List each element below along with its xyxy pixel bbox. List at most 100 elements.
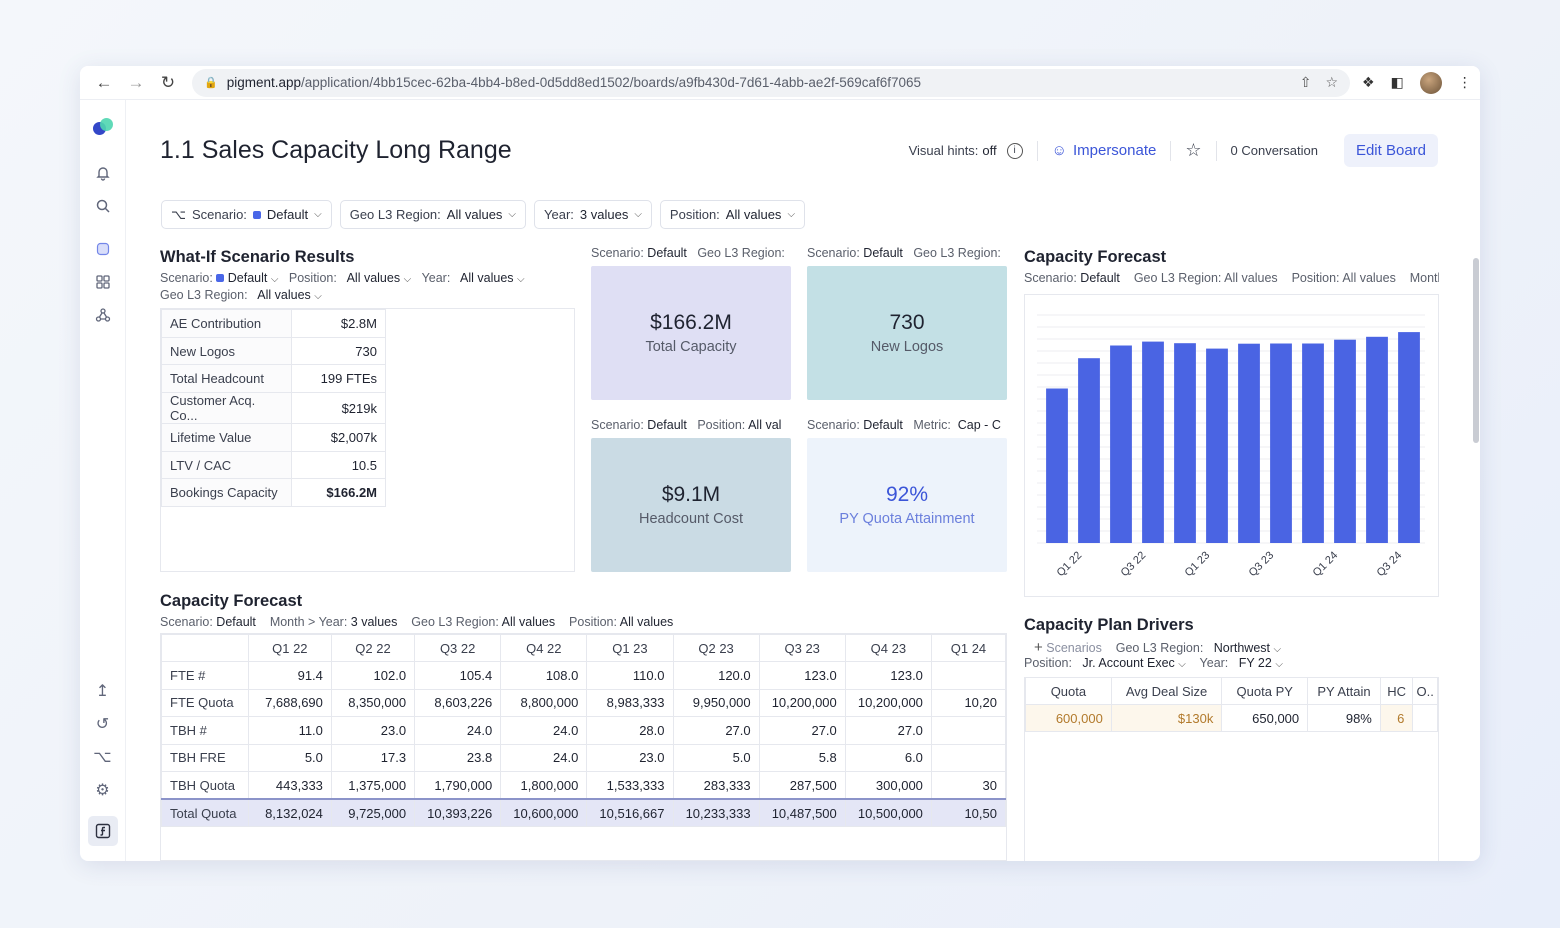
grid-cell[interactable]: 10,200,000 — [844, 688, 932, 717]
grid-cell[interactable]: 9,725,000 — [330, 798, 416, 827]
column-header[interactable]: Q1 22 — [247, 634, 332, 662]
hierarchy-icon[interactable] — [90, 302, 116, 328]
grid-cell[interactable]: 287,500 — [758, 771, 846, 800]
grid-cell[interactable]: 91.4 — [247, 661, 332, 690]
grid-cell[interactable]: 110.0 — [586, 661, 674, 690]
position-value[interactable]: All values — [346, 271, 401, 285]
row-header[interactable]: TBH FRE — [161, 743, 249, 772]
grid-cell[interactable]: 8,350,000 — [330, 688, 416, 717]
column-header[interactable]: HC — [1379, 677, 1414, 705]
kpi-headcount-cost[interactable]: $9.1M Headcount Cost — [591, 438, 791, 572]
table-row[interactable]: Customer Acq. Co... $219k — [161, 392, 386, 425]
grid-cell[interactable]: 10,50 — [930, 798, 1006, 827]
bar-q1-23[interactable] — [1174, 343, 1196, 543]
profile-avatar[interactable] — [1419, 71, 1442, 94]
grid-cell[interactable]: 123.0 — [844, 661, 932, 690]
edit-board-button[interactable]: Edit Board — [1343, 134, 1438, 167]
year-value[interactable]: All values — [460, 271, 514, 285]
column-header[interactable]: Quota PY — [1221, 677, 1309, 705]
hc-cell[interactable]: 6 — [1379, 704, 1414, 732]
scenario-branch-icon[interactable]: ⌥ — [93, 749, 112, 766]
table-row[interactable]: Lifetime Value $2,007k — [161, 423, 386, 452]
row-header[interactable]: FTE Quota — [161, 688, 249, 717]
row-header[interactable]: TBH Quota — [161, 771, 249, 800]
share-icon[interactable]: ⇧ — [1299, 74, 1312, 90]
column-header[interactable]: Q4 22 — [500, 634, 588, 662]
pigment-logo-icon[interactable] — [92, 118, 113, 138]
bar-q4-22[interactable] — [1142, 341, 1164, 543]
bar-q3-23[interactable] — [1238, 343, 1260, 543]
grid-cell[interactable]: 10,500,000 — [844, 798, 932, 827]
column-header[interactable]: Avg Deal Size — [1110, 677, 1223, 705]
forward-icon[interactable]: → — [127, 72, 145, 92]
browser-menu-icon[interactable]: ⋮ — [1457, 74, 1472, 90]
grid-cell[interactable]: 23.8 — [414, 743, 502, 772]
bar-q3-22[interactable] — [1110, 345, 1132, 544]
formula-icon[interactable] — [87, 816, 118, 846]
grid-cell[interactable]: 7,688,690 — [247, 688, 332, 717]
scrollbar-thumb[interactable] — [1473, 258, 1479, 443]
bar-q4-24[interactable] — [1398, 332, 1420, 543]
chevron-down-icon[interactable]: ⌵ — [403, 274, 412, 285]
apps-grid-icon[interactable] — [90, 269, 116, 295]
grid-cell[interactable]: 23.0 — [586, 743, 674, 772]
board-icon[interactable] — [90, 236, 116, 262]
chevron-down-icon[interactable]: ⌵ — [1178, 659, 1186, 670]
grid-cell[interactable] — [930, 661, 1006, 690]
column-header[interactable]: Q3 22 — [414, 634, 502, 662]
filter-geo-region[interactable]: Geo L3 Region: All values ⌵ — [339, 200, 527, 229]
plus-icon[interactable]: + — [1034, 639, 1043, 656]
column-header[interactable]: Quota — [1025, 677, 1112, 705]
geo-value[interactable]: All values — [257, 288, 311, 302]
py-attain-cell[interactable]: 98% — [1307, 704, 1381, 732]
conversation-button[interactable]: 0 Conversation — [1230, 143, 1318, 158]
grid-cell[interactable]: 8,132,024 — [247, 798, 332, 827]
grid-cell[interactable]: 23.0 — [330, 716, 416, 745]
grid-cell[interactable]: 10,200,000 — [758, 688, 846, 717]
upload-icon[interactable]: ↥ — [95, 683, 110, 700]
column-header[interactable]: Q1 23 — [586, 634, 674, 662]
visual-hints-value[interactable]: off — [982, 143, 997, 158]
grid-cell[interactable]: 5.0 — [247, 743, 332, 772]
grid-cell[interactable]: 24.0 — [414, 716, 502, 745]
column-header[interactable]: PY Attain — [1307, 677, 1381, 705]
back-icon[interactable]: ← — [95, 72, 113, 92]
grid-cell[interactable]: 1,800,000 — [500, 771, 588, 800]
column-header[interactable]: Q1 24 — [930, 634, 1006, 662]
other-cell[interactable] — [1412, 704, 1438, 732]
grid-cell[interactable]: 10,20 — [930, 688, 1006, 717]
chevron-down-icon[interactable]: ⌵ — [1273, 644, 1282, 655]
kpi-py-quota-attainment[interactable]: 92% PY Quota Attainment — [807, 438, 1007, 572]
table-row[interactable]: AE Contribution $2.8M — [161, 309, 386, 338]
bar-q2-23[interactable] — [1206, 348, 1228, 543]
row-header[interactable]: Total Quota — [161, 798, 249, 827]
grid-cell[interactable]: 8,603,226 — [414, 688, 502, 717]
grid-cell[interactable]: 123.0 — [758, 661, 846, 690]
scenario-value[interactable]: Default — [227, 271, 268, 285]
grid-cell[interactable]: 27.0 — [758, 716, 846, 745]
bar-q4-23[interactable] — [1270, 343, 1292, 544]
grid-cell[interactable]: 10,233,333 — [672, 798, 760, 827]
grid-cell[interactable]: 30 — [930, 771, 1006, 800]
chevron-down-icon[interactable]: ⌵ — [1275, 659, 1283, 670]
grid-cell[interactable]: 8,800,000 — [500, 688, 588, 717]
bar-q1-22[interactable] — [1046, 388, 1068, 544]
scenarios-pill[interactable]: Scenarios — [1046, 641, 1102, 655]
grid-cell[interactable]: 443,333 — [247, 771, 332, 800]
filter-year[interactable]: Year: 3 values ⌵ — [534, 200, 652, 229]
grid-cell[interactable]: 28.0 — [586, 716, 674, 745]
grid-cell[interactable]: 1,533,333 — [586, 771, 674, 800]
grid-cell[interactable]: 9,950,000 — [672, 688, 760, 717]
column-header[interactable]: O.. — [1412, 677, 1438, 705]
grid-cell[interactable]: 10,600,000 — [500, 798, 588, 827]
search-icon[interactable] — [90, 193, 116, 219]
grid-cell[interactable]: 24.0 — [500, 716, 588, 745]
column-header[interactable]: Q2 23 — [672, 634, 760, 662]
history-icon[interactable]: ↺ — [95, 716, 110, 733]
grid-cell[interactable]: 6.0 — [844, 743, 932, 772]
bar-q1-24[interactable] — [1302, 343, 1324, 544]
favorite-star-icon[interactable]: ☆ — [1185, 140, 1202, 160]
info-icon[interactable]: i — [1006, 142, 1023, 159]
table-row[interactable]: LTV / CAC 10.5 — [161, 450, 386, 480]
quota-cell[interactable]: 600,000 — [1025, 704, 1112, 732]
